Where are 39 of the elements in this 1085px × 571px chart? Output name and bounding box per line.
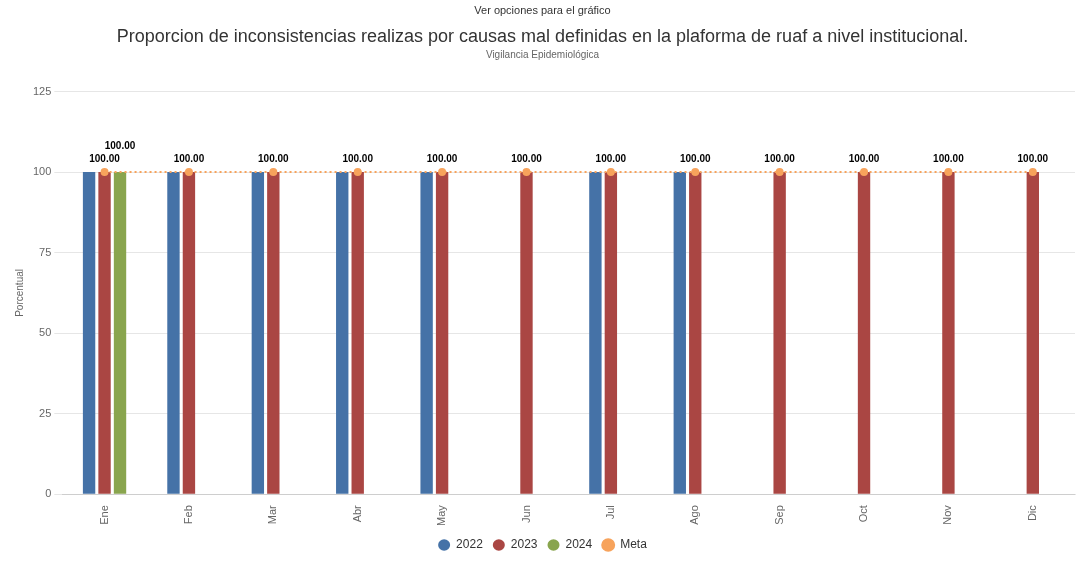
data-label: 100.00	[342, 152, 374, 164]
chart-subtitle: Vigilancia Epidemiológica	[485, 49, 600, 61]
legend-label: 2024	[565, 537, 593, 552]
x-tick-label: Sep	[772, 505, 785, 525]
y-tick-label: 50	[39, 326, 52, 339]
y-tick-label: 125	[32, 84, 52, 97]
x-tick-label: Jul	[603, 505, 616, 520]
data-label: 100.00	[1017, 152, 1049, 164]
x-tick-label: Mar	[266, 504, 279, 525]
x-tick-label: Oct	[857, 505, 870, 523]
data-label: 100.00	[933, 152, 965, 164]
x-tick-label: Dic	[1025, 504, 1038, 522]
chart-title: Proporcion de inconsistencias realizas por causas mal definidas en la plaforma de ruaf a nivel institucional.	[116, 25, 969, 46]
y-tick-label: 75	[39, 245, 52, 258]
x-tick-label: Feb	[181, 505, 194, 525]
y-tick-label: 25	[39, 406, 52, 419]
data-label: 100.00	[848, 152, 880, 164]
x-tick-label: Abr	[350, 504, 363, 523]
x-tick-label: Nov	[941, 504, 954, 525]
x-tick-label: May	[435, 504, 448, 526]
data-label: 100.00	[426, 152, 458, 164]
y-tick-label: 0	[45, 487, 52, 500]
text: Ver opciones para el gráfico	[473, 4, 612, 16]
y-axis-title: Porcentual	[13, 269, 25, 317]
data-label: 100.00	[511, 152, 543, 164]
data-label: 100.00	[764, 152, 796, 164]
data-label: 100.00	[173, 152, 205, 164]
data-label: 100.00	[258, 152, 290, 164]
data-label: 100.00	[89, 152, 121, 164]
legend-label: 2023	[510, 537, 538, 552]
data-label: 100.00	[679, 152, 711, 164]
x-tick-label: Ene	[97, 505, 110, 525]
y-tick-label: 100	[32, 165, 52, 178]
legend-label: 2022	[456, 537, 484, 552]
data-label: 100.00	[595, 152, 627, 164]
data-label: 100.00	[104, 139, 136, 151]
x-tick-label: Jun	[519, 505, 532, 523]
x-tick-label: Ago	[688, 505, 701, 525]
legend-label: Meta	[620, 537, 648, 552]
